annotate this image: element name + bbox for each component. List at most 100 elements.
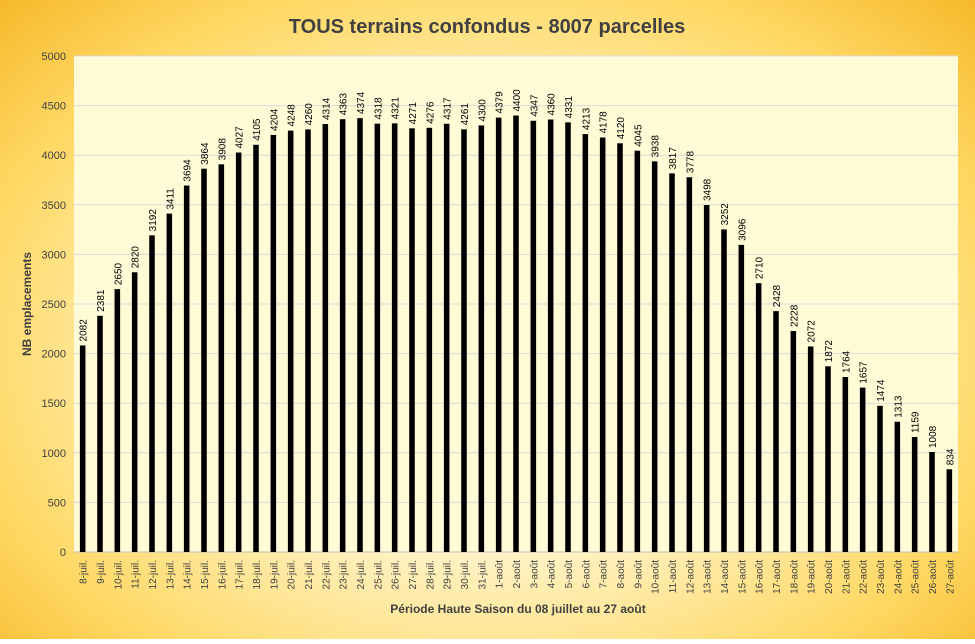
bar	[270, 134, 277, 552]
x-tick-label: 16-juil.	[217, 560, 228, 589]
bar	[565, 122, 571, 552]
x-tick-label: 24-juil.	[356, 560, 367, 589]
x-tick-label: 10-août	[651, 560, 662, 594]
data-label: 834	[945, 448, 956, 465]
bar	[617, 143, 623, 552]
data-label: 4260	[304, 103, 315, 126]
data-label: 2082	[79, 319, 90, 342]
bar	[686, 177, 693, 552]
data-label: 4213	[581, 107, 592, 130]
bar	[877, 405, 883, 552]
data-label: 4261	[460, 103, 471, 126]
data-label: 3411	[165, 188, 176, 210]
y-tick-label: 0	[60, 547, 66, 559]
bar	[530, 120, 537, 553]
data-label: 1313	[893, 395, 904, 418]
x-tick-label: 22-août	[859, 560, 870, 594]
x-tick-label: 23-juil.	[339, 560, 350, 589]
x-tick-label: 20-août	[824, 560, 835, 594]
y-tick-label: 4000	[42, 150, 66, 162]
bar	[946, 469, 953, 552]
data-label: 1764	[841, 350, 852, 373]
bar	[218, 164, 225, 552]
data-label: 1008	[928, 425, 939, 448]
x-tick-label: 8-juil.	[79, 560, 90, 584]
bar	[409, 128, 415, 552]
bar	[911, 437, 918, 552]
data-label: 2381	[96, 289, 107, 312]
data-label: 4363	[339, 93, 350, 116]
data-label: 4276	[425, 101, 436, 124]
x-tick-label: 19-août	[807, 560, 818, 594]
data-label: 4317	[443, 97, 454, 120]
data-label: 3817	[668, 147, 679, 170]
data-label: 3694	[183, 159, 194, 182]
bar	[149, 235, 155, 552]
bar	[166, 213, 173, 553]
data-label: 2650	[113, 262, 124, 285]
data-label: 1474	[876, 379, 887, 402]
bar	[443, 123, 450, 552]
x-tick-label: 26-août	[928, 560, 939, 594]
bar	[495, 117, 502, 552]
bar	[547, 119, 554, 552]
x-tick-label: 21-juil.	[304, 560, 315, 589]
x-tick-label: 1-août	[495, 560, 506, 589]
x-tick-label: 25-août	[911, 560, 922, 594]
x-tick-label: 9-juil.	[96, 560, 107, 584]
data-label: 4178	[599, 111, 610, 134]
bar	[374, 123, 381, 552]
x-tick-label: 14-août	[720, 560, 731, 594]
data-label: 3498	[703, 178, 714, 201]
x-tick-label: 24-août	[893, 560, 904, 594]
data-label: 3096	[737, 218, 748, 241]
x-tick-label: 21-août	[841, 560, 852, 594]
bar	[357, 118, 363, 553]
bar	[97, 315, 103, 552]
bar	[513, 115, 519, 553]
data-label: 3778	[685, 151, 696, 174]
x-tick-label: 28-juil.	[425, 560, 436, 589]
bar	[929, 452, 935, 552]
chart-title: TOUS terrains confondus - 8007 parcelles	[289, 16, 685, 38]
x-tick-label: 13-août	[703, 560, 714, 594]
x-axis-ticks: 8-juil. 9-juil. 10-juil. 11-juil. 12-juil. 13…	[79, 560, 957, 594]
x-tick-label: 15-juil.	[200, 560, 211, 589]
data-label: 2072	[807, 320, 818, 343]
bar	[738, 244, 745, 552]
data-label: 1159	[911, 411, 922, 433]
bar	[322, 124, 329, 552]
bar	[79, 345, 86, 552]
x-tick-label: 20-juil.	[287, 560, 298, 589]
bar	[755, 283, 762, 552]
x-tick-label: 18-août	[789, 560, 800, 594]
bar	[114, 289, 121, 552]
data-label: 4300	[477, 99, 488, 122]
y-tick-label: 5000	[42, 51, 66, 63]
bar	[599, 137, 606, 552]
x-tick-label: 6-août	[581, 560, 592, 589]
y-tick-label: 2000	[42, 349, 66, 361]
bar	[703, 204, 710, 552]
x-tick-label: 27-juil.	[408, 560, 419, 589]
bar	[859, 387, 866, 552]
bar	[842, 377, 849, 552]
x-tick-label: 26-juil.	[391, 560, 402, 589]
x-tick-label: 11-août	[668, 560, 679, 593]
bar	[391, 123, 398, 552]
bar	[721, 229, 727, 552]
data-label: 4248	[287, 104, 298, 127]
data-label: 2228	[789, 304, 800, 327]
x-tick-label: 15-août	[737, 560, 748, 594]
x-axis-title: Période Haute Saison du 08 juillet au 27…	[390, 602, 645, 616]
x-tick-label: 13-juil.	[165, 560, 176, 589]
data-label: 4400	[512, 89, 523, 112]
bar	[634, 150, 641, 552]
data-label: 3252	[720, 203, 731, 226]
y-tick-label: 3500	[42, 200, 66, 212]
bar	[582, 134, 589, 552]
y-axis-title: NB emplacements	[20, 252, 34, 356]
y-tick-label: 4500	[42, 101, 66, 113]
x-tick-label: 8-août	[616, 560, 627, 589]
